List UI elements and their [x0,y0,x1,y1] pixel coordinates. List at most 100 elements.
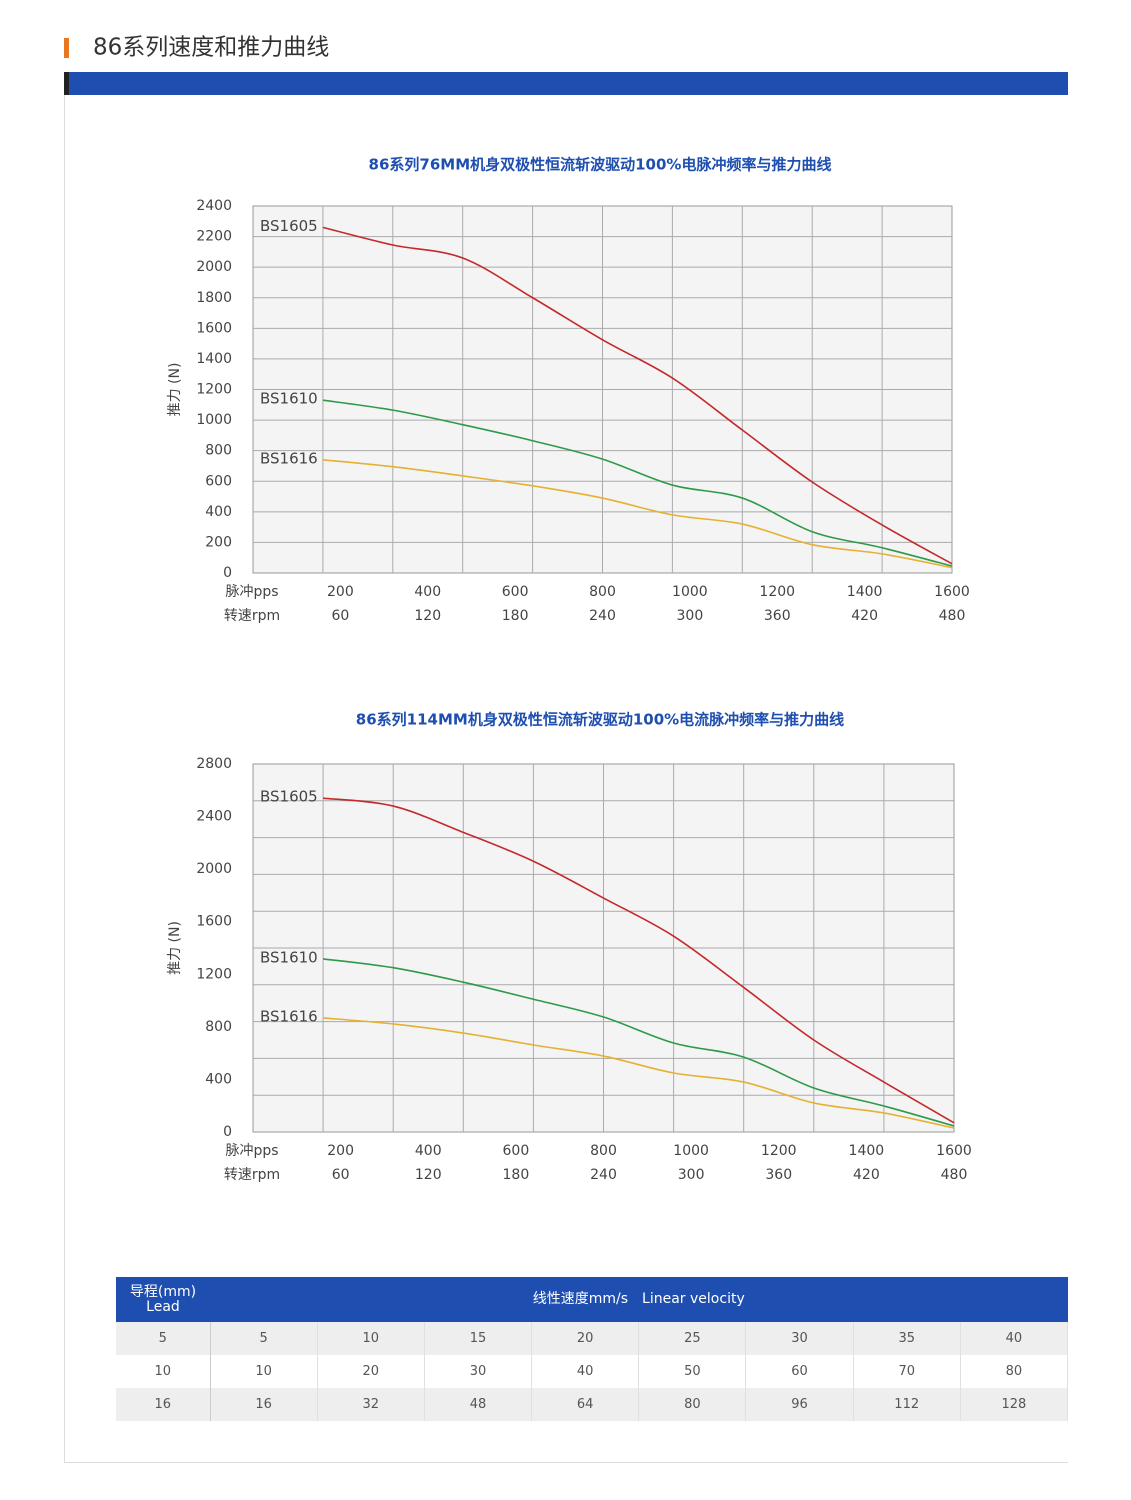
rpm-tick-label: 240 [590,1167,617,1183]
x-tick-label: 600 [502,584,529,600]
y-tick-label: 2000 [196,259,232,275]
table-cell: 5 [210,1322,318,1355]
header-bar [64,72,1068,95]
y-tick-label: 0 [223,565,232,581]
table-cell: 112 [853,1388,961,1421]
x-tick-label: 400 [414,584,441,600]
rpm-tick-label: 480 [941,1167,968,1183]
x-tick-label: 1000 [672,584,708,600]
y-tick-label: 1200 [196,966,232,982]
table-cell: 35 [853,1322,961,1355]
table-cell: 5 [116,1322,211,1355]
table-cell: 16 [116,1388,211,1421]
table-cell: 10 [317,1322,425,1355]
header-bar-end [64,72,69,95]
x-tick-label: 400 [415,1143,442,1159]
table-cell: 70 [853,1355,961,1388]
table-row: 16 16 32 48 64 80 96 112 128 [116,1388,1069,1421]
x-tick-label: 1200 [761,1143,797,1159]
x-axis-label: 脉冲pps [225,1143,278,1159]
x-tick-label: 1600 [934,584,970,600]
rpm-axis-label: 转速rpm [224,608,280,624]
x-tick-label: 1200 [759,584,795,600]
y-tick-label: 2400 [196,809,232,825]
series-label: BS1616 [260,1007,318,1025]
rpm-tick-label: 420 [853,1167,880,1183]
y-tick-label: 1800 [196,290,232,306]
x-tick-label: 800 [589,584,616,600]
series-line [323,797,955,1124]
x-tick-label: 1400 [847,584,883,600]
chart-title: 86系列76MM机身双极性恒流斩波驱动100%电脉冲频率与推力曲线 [369,156,832,174]
x-tick-label: 200 [327,584,354,600]
chart-sheet: 86系列速度和推力曲线 86系列76MM机身双极性恒流斩波驱动100%电脉冲频率… [64,35,1068,1270]
rpm-tick-label: 60 [332,1167,350,1183]
table-cell: 30 [745,1322,854,1355]
rpm-tick-label: 360 [765,1167,792,1183]
y-tick-label: 800 [205,443,232,459]
chart-title: 86系列114MM机身双极性恒流斩波驱动100%电流脉冲频率与推力曲线 [356,711,844,729]
y-tick-label: 400 [205,504,232,520]
series-line [322,399,953,567]
x-tick-label: 1000 [673,1143,709,1159]
table-cell: 48 [424,1388,533,1421]
header-text: Lead [146,1298,180,1315]
y-tick-label: 2400 [196,198,232,214]
y-tick-label: 1600 [196,914,232,930]
x-tick-label: 1400 [849,1143,885,1159]
table-cell: 10 [116,1355,211,1388]
rpm-tick-label: 180 [502,608,529,624]
page-title: 86系列速度和推力曲线 [93,35,329,61]
series-label: BS1610 [260,390,318,408]
y-tick-label: 2200 [196,229,232,245]
rpm-tick-label: 420 [851,608,878,624]
rpm-tick-label: 120 [414,608,441,624]
rpm-tick-label: 60 [331,608,349,624]
y-tick-label: 1000 [196,412,232,428]
y-tick-label: 1200 [196,382,232,398]
table-cell: 64 [531,1388,640,1421]
velocity-table: 导程(mm) Lead 线性速度mm/s Linear velocity 5 5 10… [116,1277,1069,1421]
header-text: 导程(mm) [129,1283,197,1300]
y-axis-label: 推力 (N) [167,921,183,975]
table-cell: 40 [960,1322,1069,1355]
y-axis-label: 推力 (N) [167,363,183,417]
series-line [322,226,953,565]
series-line [322,459,953,569]
table-cell: 60 [745,1355,854,1388]
rpm-tick-label: 480 [939,608,966,624]
y-tick-label: 2800 [196,756,232,772]
table-cell: 25 [638,1322,747,1355]
table-cell: 40 [531,1355,640,1388]
table-cell: 80 [638,1388,747,1421]
y-tick-label: 0 [223,1124,232,1140]
table-cell: 80 [960,1355,1069,1388]
y-tick-label: 2000 [196,861,232,877]
table-row: 5 5 10 15 20 25 30 35 40 [116,1322,1069,1355]
table-row: 10 10 20 30 40 50 60 70 80 [116,1355,1069,1388]
table-cell: 15 [424,1322,533,1355]
series-line [323,958,955,1127]
y-tick-label: 800 [205,1019,232,1035]
table-cell: 20 [531,1322,640,1355]
y-tick-label: 1600 [196,320,232,336]
table-cell: 50 [638,1355,747,1388]
y-tick-label: 200 [205,534,232,550]
y-tick-label: 600 [205,473,232,489]
series-label: BS1605 [260,788,318,806]
series-label: BS1616 [260,449,318,467]
x-axis-label: 脉冲pps [225,584,278,600]
corner-header: 导程(mm) Lead [116,1277,210,1322]
table-cell: 16 [210,1388,318,1421]
table-cell: 32 [317,1388,425,1421]
title-accent [64,38,69,58]
table-cell: 128 [960,1388,1069,1421]
table-cell: 20 [317,1355,425,1388]
rpm-tick-label: 300 [677,608,704,624]
rpm-tick-label: 360 [764,608,791,624]
rpm-tick-label: 240 [589,608,616,624]
rpm-tick-label: 120 [415,1167,442,1183]
x-tick-label: 800 [590,1143,617,1159]
y-tick-label: 400 [205,1071,232,1087]
